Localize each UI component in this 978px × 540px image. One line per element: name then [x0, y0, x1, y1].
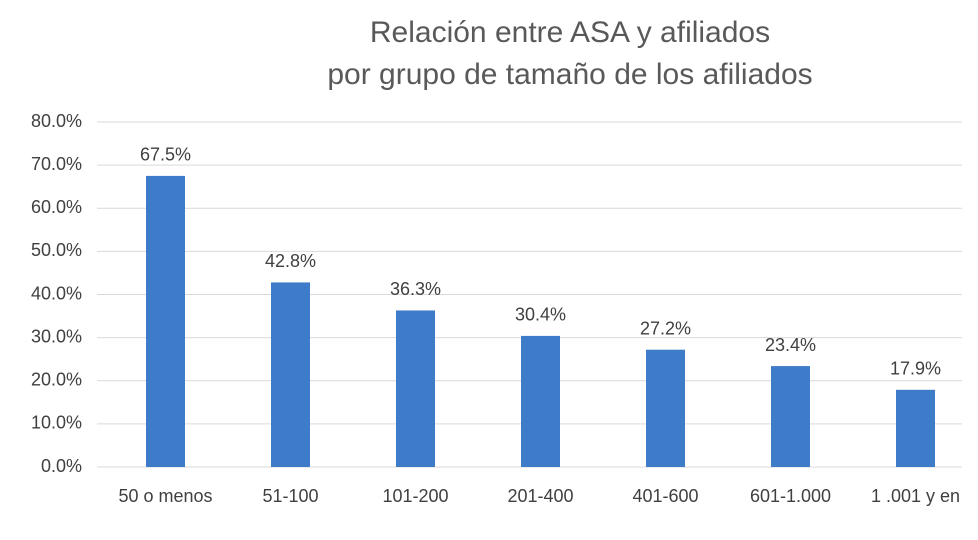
- x-tick-label: 201-400: [507, 486, 573, 506]
- bar: [146, 175, 185, 467]
- y-tick-label: 80.0%: [31, 111, 82, 131]
- chart-title: Relación entre ASA y afiliados: [370, 16, 770, 49]
- x-tick-label: 401-600: [632, 486, 698, 506]
- y-tick-label: 20.0%: [31, 370, 82, 390]
- y-tick-label: 50.0%: [31, 240, 82, 260]
- x-tick-label: 1 .001 y en: [871, 486, 960, 506]
- y-tick-label: 10.0%: [31, 413, 82, 433]
- bar: [896, 389, 935, 467]
- y-tick-label: 30.0%: [31, 326, 82, 346]
- data-label: 67.5%: [140, 145, 191, 165]
- y-tick-label: 70.0%: [31, 154, 82, 174]
- bar: [396, 310, 435, 467]
- x-tick-label: 51-100: [262, 486, 318, 506]
- y-tick-label: 0.0%: [41, 456, 82, 476]
- x-tick-label: 601-1.000: [750, 486, 831, 506]
- bar: [271, 282, 310, 467]
- bar: [771, 366, 810, 467]
- bar: [646, 349, 685, 467]
- x-tick-label: 101-200: [382, 486, 448, 506]
- data-label: 36.3%: [390, 279, 441, 299]
- bar: [521, 335, 560, 467]
- data-label: 30.4%: [515, 305, 566, 325]
- data-label: 17.9%: [890, 359, 941, 379]
- data-label: 23.4%: [765, 335, 816, 355]
- data-label: 27.2%: [640, 318, 691, 338]
- y-tick-label: 40.0%: [31, 283, 82, 303]
- chart-title: por grupo de tamaño de los afiliados: [327, 58, 812, 91]
- x-tick-label: 50 o menos: [118, 486, 212, 506]
- data-label: 42.8%: [265, 251, 316, 271]
- y-tick-label: 60.0%: [31, 197, 82, 217]
